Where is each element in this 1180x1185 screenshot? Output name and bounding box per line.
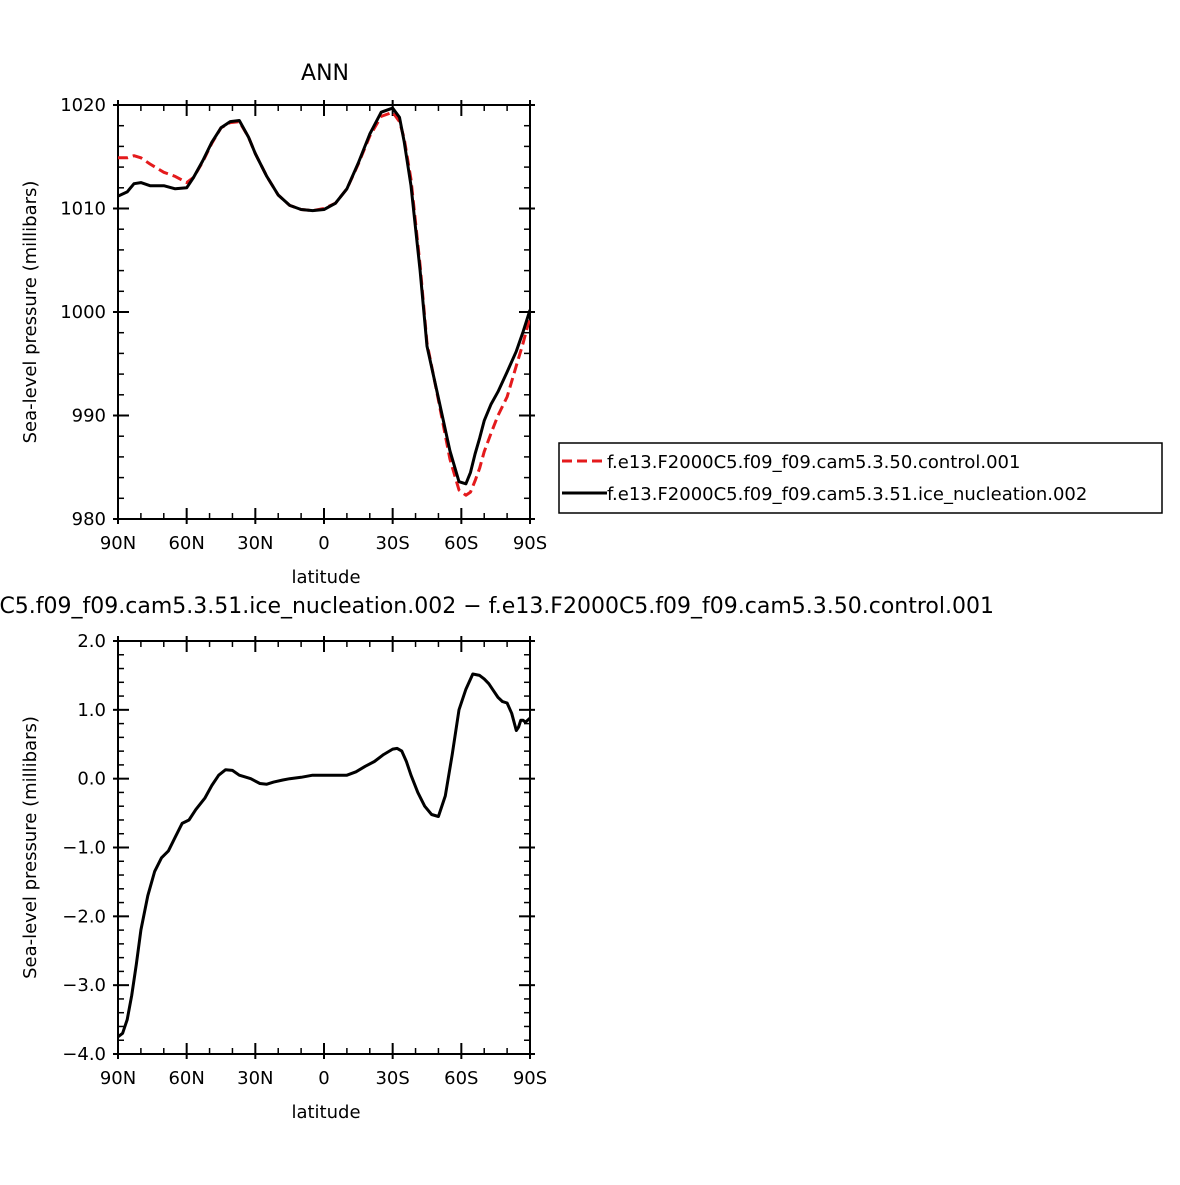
legend-entry-2: f.e13.F2000C5.f09_f09.cam5.3.51.ice_nucl… <box>607 484 1087 505</box>
x-tick-label: 90S <box>513 533 547 554</box>
series-line-1 <box>118 110 530 497</box>
series-line-1 <box>118 672 530 1038</box>
chart-title: f.e13.F2000C5.f09_f09.cam5.3.51.ice_nucl… <box>0 594 994 619</box>
y-tick-label: 0.0 <box>77 769 106 790</box>
x-axis-label: latitude <box>291 567 360 588</box>
y-tick-label: 1010 <box>60 199 106 220</box>
x-tick-label: 30S <box>375 1068 409 1089</box>
legend: f.e13.F2000C5.f09_f09.cam5.3.50.control.… <box>558 442 1163 514</box>
y-tick-label: −3.0 <box>62 975 106 996</box>
chart-panel-2: f.e13.F2000C5.f09_f09.cam5.3.51.ice_nucl… <box>0 594 994 1123</box>
y-axis-label: Sea-level pressure (millibars) <box>20 716 41 979</box>
y-tick-label: −1.0 <box>62 838 106 859</box>
y-axis-label: Sea-level pressure (millibars) <box>20 181 41 444</box>
x-tick-label: 90N <box>100 1068 136 1089</box>
x-tick-label: 90S <box>513 1068 547 1089</box>
x-tick-label: 0 <box>318 1068 329 1089</box>
series-line-2 <box>118 106 530 486</box>
legend-entry-1: f.e13.F2000C5.f09_f09.cam5.3.50.control.… <box>607 452 1020 473</box>
x-tick-label: 30N <box>237 533 273 554</box>
chart-title: ANN <box>301 61 349 86</box>
y-tick-label: 1020 <box>60 95 106 116</box>
chart-panel-1: ANN 90N 60N 30N 0 30S 60S 90S 980 990 1000 1010 1020… <box>20 61 1163 588</box>
legend-box <box>558 442 1163 514</box>
x-tick-label: 30N <box>237 1068 273 1089</box>
plot-frame <box>117 640 531 1055</box>
plot-frame <box>117 104 531 520</box>
x-tick-label: 60S <box>444 533 478 554</box>
y-tick-label: 1.0 <box>77 700 106 721</box>
y-tick-label: 990 <box>72 406 106 427</box>
x-tick-label: 60N <box>168 533 204 554</box>
x-tick-label: 60N <box>168 1068 204 1089</box>
x-tick-label: 90N <box>100 533 136 554</box>
x-tick-label: 30S <box>375 533 409 554</box>
x-axis-label: latitude <box>291 1102 360 1123</box>
y-tick-label: 980 <box>72 509 106 530</box>
y-tick-label: 2.0 <box>77 631 106 652</box>
x-tick-label: 0 <box>318 533 329 554</box>
y-tick-label: −2.0 <box>62 906 106 927</box>
x-tick-label: 60S <box>444 1068 478 1089</box>
y-tick-label: 1000 <box>60 302 106 323</box>
y-tick-label: −4.0 <box>62 1044 106 1065</box>
